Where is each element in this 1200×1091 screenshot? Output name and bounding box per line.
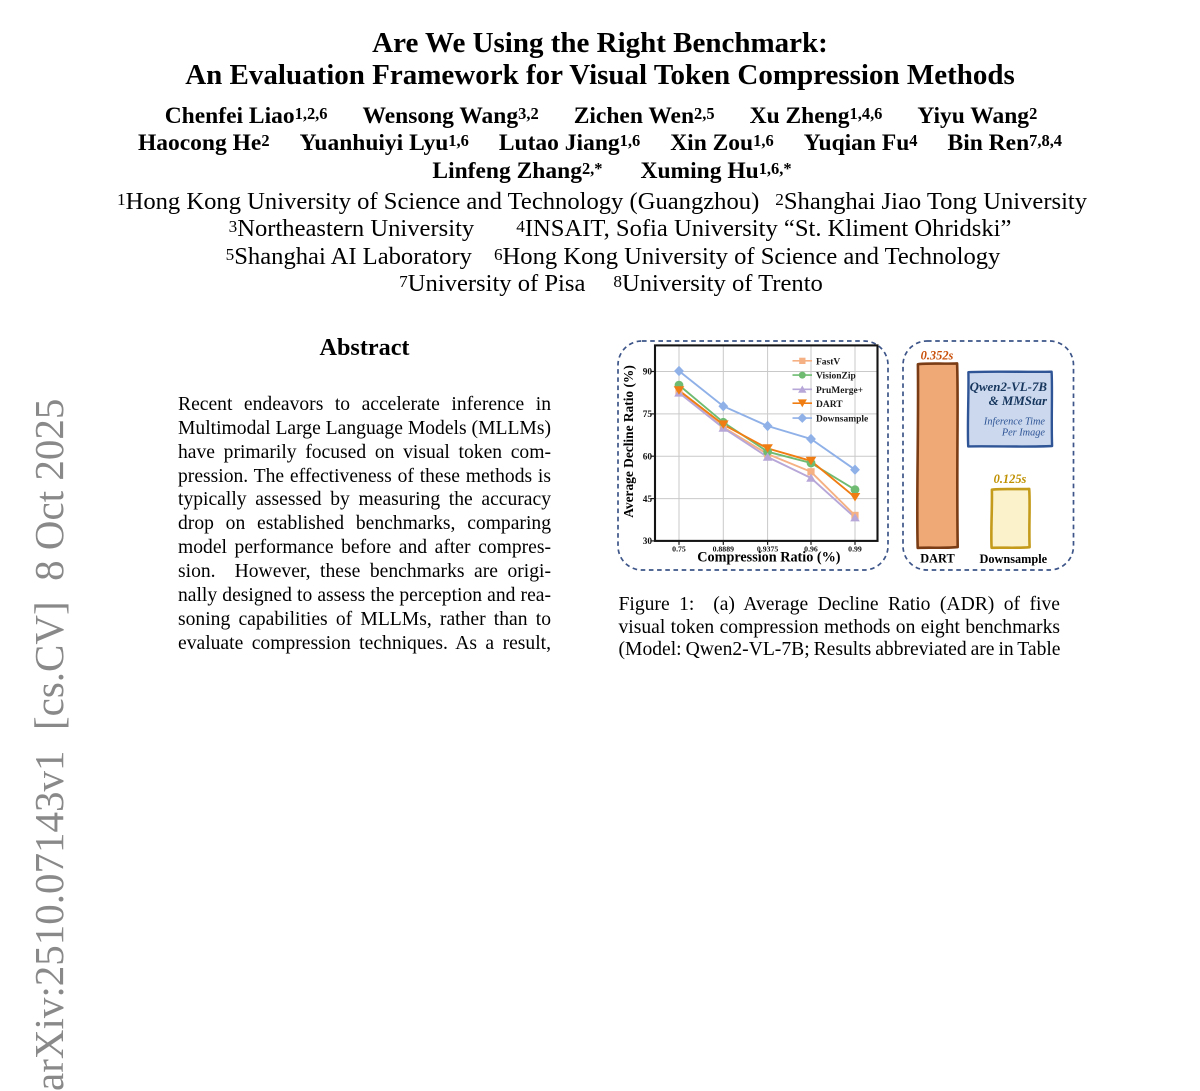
svg-text:Downsample: Downsample — [979, 552, 1047, 566]
svg-text:0.8889: 0.8889 — [713, 545, 735, 554]
svg-text:Compression Ratio (%): Compression Ratio (%) — [697, 550, 840, 566]
svg-text:VisionZip: VisionZip — [816, 372, 856, 382]
svg-text:45: 45 — [643, 495, 653, 505]
svg-text:& MMStar: & MMStar — [989, 394, 1048, 408]
svg-text:0.96: 0.96 — [804, 545, 818, 554]
svg-text:Qwen2-VL-7B: Qwen2-VL-7B — [970, 380, 1048, 394]
svg-text:0.9375: 0.9375 — [757, 545, 779, 554]
svg-text:DART: DART — [816, 400, 843, 410]
svg-text:0.125s: 0.125s — [994, 472, 1027, 486]
svg-text:0.99: 0.99 — [848, 545, 862, 554]
svg-text:Downsample: Downsample — [816, 415, 868, 425]
svg-text:Average Decline Ratio (%): Average Decline Ratio (%) — [621, 365, 636, 518]
svg-text:FastV: FastV — [816, 357, 840, 367]
svg-text:0.75: 0.75 — [672, 545, 686, 554]
svg-text:Per Image: Per Image — [1001, 427, 1046, 438]
svg-text:30: 30 — [643, 537, 653, 547]
svg-text:PruMerge+: PruMerge+ — [816, 386, 863, 396]
svg-text:90: 90 — [643, 368, 653, 378]
svg-text:DART: DART — [920, 552, 955, 566]
svg-text:60: 60 — [643, 452, 653, 462]
svg-text:75: 75 — [643, 410, 653, 420]
svg-text:0.352s: 0.352s — [921, 348, 954, 362]
svg-text:Inference Time: Inference Time — [983, 416, 1046, 427]
